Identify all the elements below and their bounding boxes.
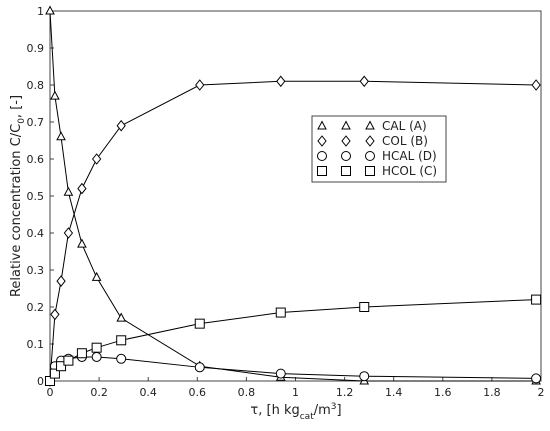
x-axis-label: τ, [h kgcat/m3]: [250, 402, 341, 422]
x-tick-label: 1.2: [336, 386, 354, 399]
y-tick-label: 0.6: [27, 153, 45, 166]
y-tick-label: 0.2: [27, 301, 45, 314]
marker-triangle: [365, 120, 375, 130]
y-tick-label: 0.3: [27, 264, 45, 277]
y-tick-label: 0.7: [27, 116, 45, 129]
marker-diamond: [63, 227, 74, 239]
marker-circle: [116, 353, 127, 364]
y-tick-label: 0.1: [27, 338, 45, 351]
marker-circle: [91, 351, 102, 362]
marker-triangle: [63, 186, 74, 196]
plot-frame: [49, 10, 542, 382]
marker-diamond: [341, 135, 351, 147]
marker-square: [116, 335, 127, 346]
x-tick-label: 2: [538, 386, 545, 399]
marker-diamond: [359, 75, 369, 88]
x-tick-label: 1: [292, 386, 299, 399]
y-label-sub: 0: [17, 118, 27, 124]
x-tick-label: 0.4: [139, 386, 157, 399]
x-tick-label: 1.4: [385, 386, 403, 399]
marker-triangle: [50, 90, 60, 100]
marker-square: [531, 294, 542, 305]
marker-triangle: [341, 120, 351, 130]
marker-square: [317, 166, 327, 176]
marker-circle: [317, 151, 327, 161]
marker-diamond: [116, 119, 126, 132]
y-tick-label: 0: [37, 375, 44, 388]
marker-diamond: [365, 135, 375, 147]
x-label-part: /m: [314, 403, 331, 418]
x-tick-label: 0.6: [189, 386, 207, 399]
y-axis-label: Relative concentration C/C0, [-]: [9, 95, 27, 297]
marker-square: [49, 368, 60, 379]
marker-circle: [194, 362, 205, 373]
legend-label: HCOL (C): [382, 164, 437, 178]
x-tick-label: 1.6: [434, 386, 452, 399]
marker-circle: [365, 151, 375, 161]
marker-circle: [341, 151, 351, 161]
legend-label: COL (B): [382, 134, 428, 148]
marker-square: [91, 342, 102, 353]
marker-circle: [275, 368, 286, 379]
marker-diamond: [276, 75, 286, 88]
marker-circle: [359, 371, 370, 382]
marker-triangle: [317, 120, 327, 130]
marker-triangle: [45, 5, 55, 15]
marker-square: [76, 348, 87, 359]
marker-square: [63, 355, 74, 366]
marker-square: [194, 318, 205, 329]
marker-triangle: [91, 271, 102, 281]
y-tick-label: 0.9: [27, 42, 45, 55]
x-tick-label: 1.8: [483, 386, 501, 399]
marker-square: [365, 166, 375, 176]
x-tick-label: 0.2: [90, 386, 108, 399]
x-label-part: τ, [h kg: [250, 403, 299, 418]
marker-triangle: [56, 131, 66, 141]
y-label-part: , [-]: [9, 95, 24, 118]
marker-square: [359, 302, 370, 312]
marker-triangle: [116, 312, 127, 322]
marker-diamond: [195, 79, 205, 91]
marker-diamond: [77, 182, 87, 195]
legend-box: [311, 115, 447, 183]
y-tick-label: 0.8: [27, 79, 45, 92]
y-tick-label: 0.5: [27, 190, 45, 203]
y-label-part: Relative concentration C/C: [9, 124, 24, 297]
x-tick-label: 0.8: [238, 386, 256, 399]
x-tick-label: 0: [47, 386, 54, 399]
y-tick-label: 1: [37, 5, 44, 18]
series-line: [49, 10, 537, 382]
marker-square: [56, 361, 67, 372]
marker-diamond: [56, 275, 66, 287]
legend-label: HCAL (D): [382, 149, 437, 163]
marker-triangle: [77, 238, 87, 248]
y-tick-label: 0.4: [27, 227, 45, 240]
marker-diamond: [50, 308, 60, 321]
marker-circle: [531, 373, 542, 384]
marker-diamond: [317, 135, 327, 147]
legend-label: CAL (A): [382, 119, 427, 133]
x-label-sub: cat: [300, 412, 314, 422]
marker-square: [275, 307, 286, 318]
marker-square: [341, 166, 351, 176]
x-label-sup: 3: [331, 402, 337, 412]
marker-diamond: [531, 79, 541, 91]
x-label-part: ]: [337, 403, 342, 418]
marker-diamond: [92, 153, 102, 165]
